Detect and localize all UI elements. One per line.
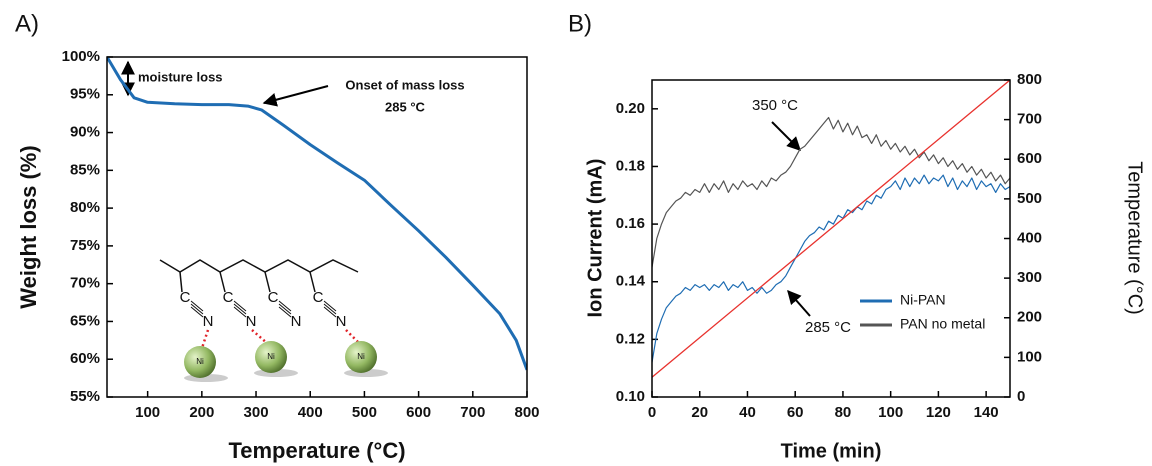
inset-label: Ni <box>196 357 204 366</box>
x-tick-label: 20 <box>691 404 708 421</box>
x-tick-label: 100 <box>878 404 903 421</box>
series-line <box>652 116 1010 268</box>
y-tick-label: 0.10 <box>616 388 645 405</box>
inset-label: C <box>268 289 279 306</box>
y-tick-label: 75% <box>70 237 100 254</box>
series-line <box>652 80 1010 378</box>
y-tick-label: 80% <box>70 199 100 216</box>
annotation: 350 °C <box>752 97 798 114</box>
y-tick-label: 70% <box>70 275 100 292</box>
x-tick-label: 200 <box>189 404 214 421</box>
y-tick-label: 55% <box>70 388 100 405</box>
x-tick-label: 400 <box>298 404 323 421</box>
y-tick-label: 95% <box>70 86 100 103</box>
inset-label: Ni <box>357 352 365 361</box>
inset-label: N <box>336 313 347 330</box>
x-tick-label: 600 <box>406 404 431 421</box>
series-line <box>107 57 527 371</box>
y2-tick-label: 300 <box>1017 269 1042 286</box>
panel-label: B) <box>568 10 592 37</box>
y-tick-label: 85% <box>70 161 100 178</box>
inset-label: N <box>246 313 257 330</box>
x-tick-label: 0 <box>648 404 656 421</box>
y-tick-label: 0.16 <box>616 215 645 232</box>
x-tick-label: 40 <box>739 404 756 421</box>
y-tick-label: 100% <box>62 48 100 65</box>
y-axis-label: Ion Current (mA) <box>584 159 606 318</box>
x-axis-label: Temperature (°C) <box>228 438 405 463</box>
legend-label: Ni-PAN <box>900 292 946 308</box>
y-tick-label: 65% <box>70 312 100 329</box>
plot-frame <box>651 79 1011 398</box>
y-tick-label: 0.18 <box>616 157 645 174</box>
y-tick-label: 90% <box>70 124 100 141</box>
y2-axis-label: Temperature (°C) <box>1124 161 1146 315</box>
y2-tick-label: 200 <box>1017 309 1042 326</box>
y2-tick-label: 0 <box>1017 388 1025 405</box>
y2-tick-label: 500 <box>1017 190 1042 207</box>
x-tick-label: 500 <box>352 404 377 421</box>
x-tick-label: 80 <box>835 404 852 421</box>
x-tick-label: 140 <box>974 404 999 421</box>
inset-label: C <box>313 289 324 306</box>
annotation: Onset of mass loss <box>345 77 464 92</box>
x-tick-label: 300 <box>244 404 269 421</box>
inset-label: C <box>223 289 234 306</box>
x-tick-label: 800 <box>514 404 539 421</box>
y2-tick-label: 700 <box>1017 111 1042 128</box>
annotation: 285 °C <box>385 99 426 114</box>
inset-label: N <box>203 313 214 330</box>
x-tick-label: 120 <box>926 404 951 421</box>
y-tick-label: 0.12 <box>616 330 645 347</box>
annotation: 285 °C <box>805 319 851 336</box>
y-tick-label: 0.20 <box>616 100 645 117</box>
y-tick-label: 0.14 <box>616 273 646 290</box>
annotation: moisture loss <box>138 69 223 84</box>
y-axis-label: Weight loss (%) <box>16 145 41 308</box>
inset-label: Ni <box>267 352 275 361</box>
inset-label: N <box>291 313 302 330</box>
y-tick-label: 60% <box>70 350 100 367</box>
legend-label: PAN no metal <box>900 316 985 332</box>
series-line <box>652 174 1010 363</box>
x-tick-label: 700 <box>460 404 485 421</box>
x-tick-label: 100 <box>135 404 160 421</box>
x-tick-label: 60 <box>787 404 804 421</box>
inset-molecule <box>159 259 388 382</box>
inset-label: C <box>180 289 191 306</box>
y2-tick-label: 100 <box>1017 348 1042 365</box>
x-axis-label: Time (min) <box>781 440 882 462</box>
y2-tick-label: 600 <box>1017 150 1042 167</box>
y2-tick-label: 400 <box>1017 229 1042 246</box>
y2-tick-label: 800 <box>1017 71 1042 88</box>
plot-frame <box>106 56 528 398</box>
panel-label: A) <box>15 10 39 37</box>
